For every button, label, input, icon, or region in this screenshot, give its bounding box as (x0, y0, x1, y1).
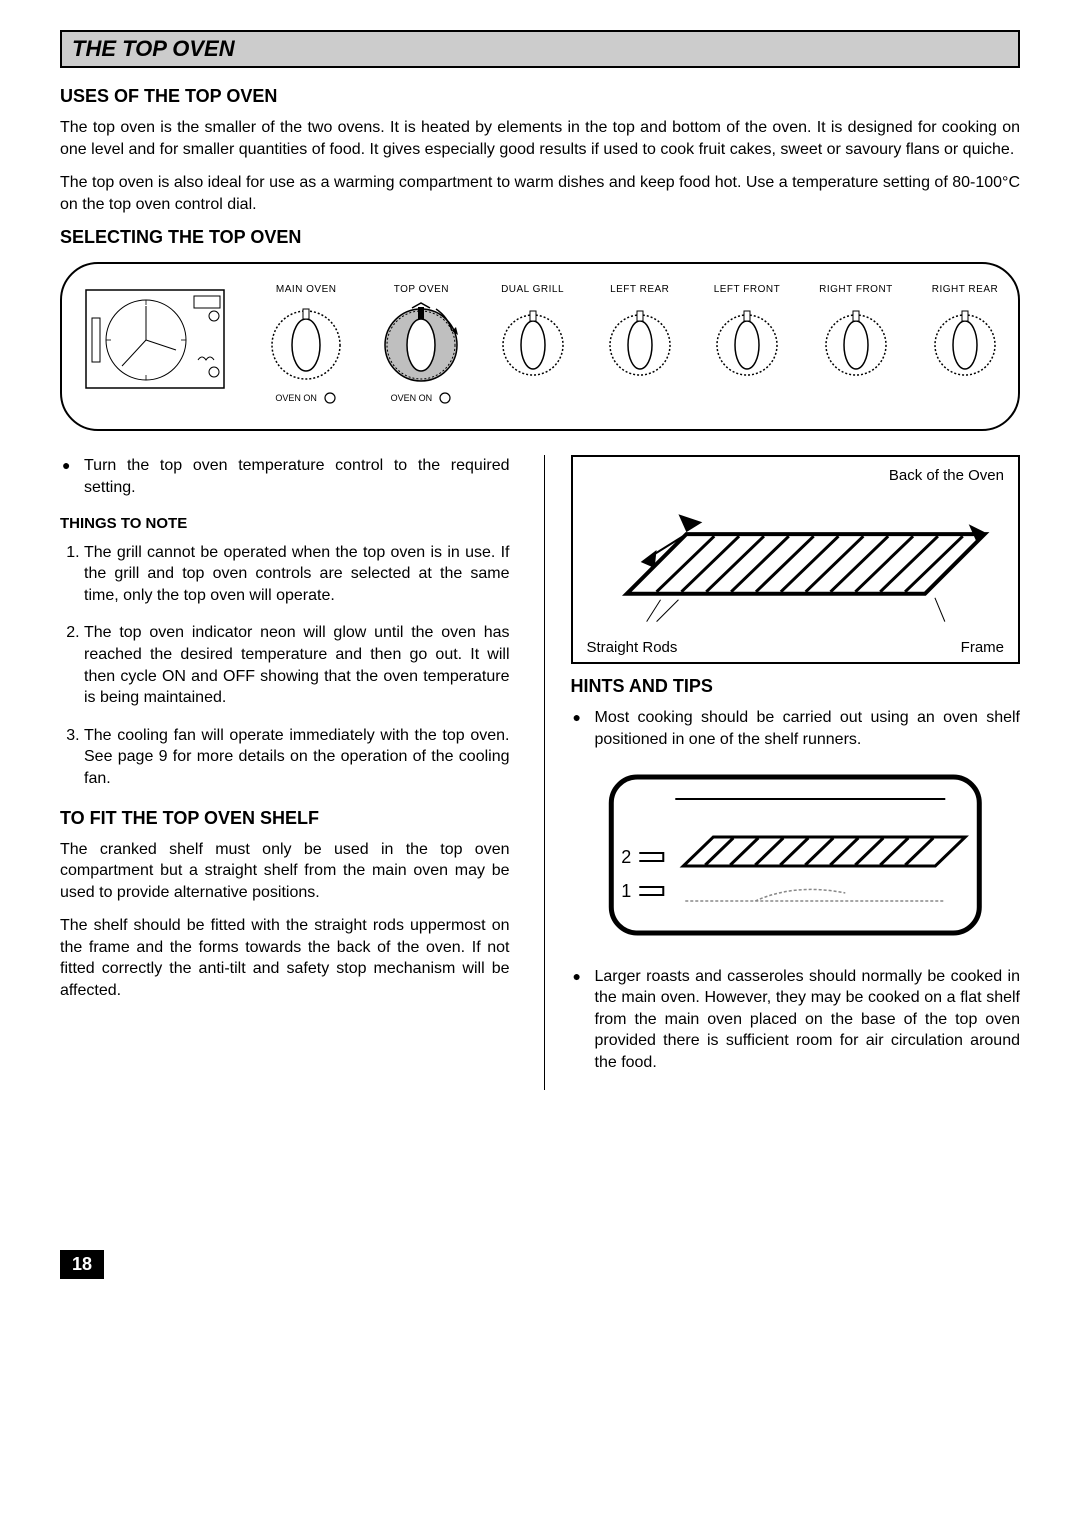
fit-shelf-p1: The cranked shelf must only be used in t… (60, 839, 510, 904)
dial-left-front: LEFT FRONT (712, 284, 782, 391)
dial-top-oven: TOP OVEN OVEN ON (382, 284, 460, 405)
dial-label: MAIN OVEN (276, 284, 337, 295)
uses-p2: The top oven is also ideal for use as a … (60, 172, 1020, 215)
uses-heading: USES OF THE TOP OVEN (60, 86, 1020, 107)
fit-shelf-p2: The shelf should be fitted with the stra… (60, 915, 510, 1001)
dial-label: LEFT FRONT (714, 284, 780, 295)
dial-label: RIGHT REAR (932, 284, 999, 295)
back-of-oven-label: Back of the Oven (587, 467, 1005, 484)
selecting-heading: SELECTING THE TOP OVEN (60, 227, 1020, 248)
dial-main-oven: MAIN OVEN OVEN ON (267, 284, 345, 405)
oven-cavity-diagram: 2 1 (602, 771, 989, 946)
things-to-note-heading: THINGS TO NOTE (60, 515, 510, 532)
dial-left-rear: LEFT REAR (605, 284, 675, 391)
oven-on-label: OVEN ON (275, 393, 317, 403)
selecting-bullet: Turn the top oven temperature control to… (84, 455, 510, 498)
uses-p1: The top oven is the smaller of the two o… (60, 117, 1020, 160)
note-item: The top oven indicator neon will glow un… (84, 622, 510, 708)
pos-2-label: 2 (621, 847, 631, 867)
dial-label: DUAL GRILL (501, 284, 564, 295)
dial-label: LEFT REAR (610, 284, 669, 295)
note-item: The grill cannot be operated when the to… (84, 542, 510, 607)
hints-heading: HINTS AND TIPS (571, 676, 1021, 697)
frame-label: Frame (961, 639, 1004, 656)
hints-bullet: Larger roasts and casseroles should norm… (595, 966, 1021, 1074)
clock-timer-block (80, 284, 230, 399)
left-column: Turn the top oven temperature control to… (60, 455, 510, 1089)
shelf-diagram: Back of the Oven (571, 455, 1021, 664)
control-panel-diagram: MAIN OVEN OVEN ON TOP OVEN (60, 262, 1020, 431)
hints-bullet: Most cooking should be carried out using… (595, 707, 1021, 750)
right-column: Back of the Oven (544, 455, 1021, 1089)
dial-right-rear: RIGHT REAR (930, 284, 1000, 391)
pos-1-label: 1 (621, 881, 631, 901)
page-number: 18 (60, 1250, 104, 1279)
oven-on-label: OVEN ON (391, 393, 433, 403)
fit-shelf-heading: TO FIT THE TOP OVEN SHELF (60, 808, 510, 829)
dial-label: TOP OVEN (394, 284, 449, 295)
title-bar: THE TOP OVEN (60, 30, 1020, 68)
dial-dual-grill: DUAL GRILL (498, 284, 568, 391)
straight-rods-label: Straight Rods (587, 639, 678, 656)
dial-right-front: RIGHT FRONT (819, 284, 893, 391)
note-item: The cooling fan will operate immediately… (84, 725, 510, 790)
dial-label: RIGHT FRONT (819, 284, 893, 295)
